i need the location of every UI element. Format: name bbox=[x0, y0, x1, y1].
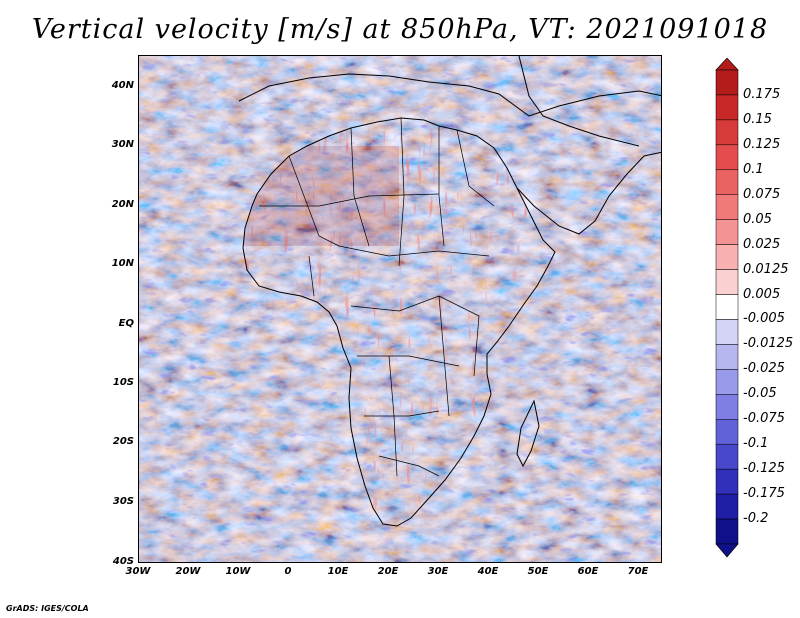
colorbar-swatch bbox=[715, 294, 739, 320]
colorbar-swatch bbox=[715, 244, 739, 270]
lon-tick-label: 40E bbox=[477, 566, 499, 577]
colorbar-swatch bbox=[715, 394, 739, 420]
lat-tick-label: 10S bbox=[112, 377, 134, 388]
map-frame bbox=[138, 55, 662, 563]
lat-tick-label: 40S bbox=[112, 556, 134, 567]
lon-tick-label: 60E bbox=[577, 566, 599, 577]
map-title: Vertical velocity [m/s] at 850hPa, VT: 2… bbox=[31, 14, 769, 45]
colorbar-overflow-arrow bbox=[715, 58, 739, 71]
colorbar-swatch bbox=[715, 344, 739, 370]
colorbar-swatch bbox=[715, 269, 739, 295]
lon-tick-label: 70E bbox=[627, 566, 649, 577]
colorbar-tick-label: -0.025 bbox=[743, 361, 785, 377]
lat-tick-label: 20S bbox=[112, 436, 134, 447]
colorbar-swatch bbox=[715, 144, 739, 171]
lon-tick-label: 0 bbox=[284, 566, 292, 577]
colorbar-tick-label: 0.175 bbox=[743, 86, 781, 102]
lat-tick-label: 10N bbox=[111, 258, 134, 269]
colorbar-tick-label: 0.05 bbox=[743, 211, 772, 227]
colorbar-swatch bbox=[715, 194, 739, 220]
lon-tick-label: 10W bbox=[225, 566, 251, 577]
colorbar-underflow-arrow bbox=[715, 543, 739, 558]
lon-tick-label: 30W bbox=[125, 566, 151, 577]
credit-text: GrADS: IGES/COLA bbox=[6, 604, 89, 613]
colorbar-swatch bbox=[715, 369, 739, 395]
colorbar-swatch bbox=[715, 94, 739, 121]
colorbar-swatch bbox=[715, 219, 739, 245]
colorbar-swatch bbox=[715, 443, 739, 470]
colorbar-swatch bbox=[715, 493, 739, 520]
colorbar-tick-label: -0.075 bbox=[743, 411, 785, 427]
lon-tick-label: 10E bbox=[327, 566, 349, 577]
colorbar-tick-label: -0.0125 bbox=[743, 336, 794, 352]
vertical-velocity-map bbox=[139, 56, 661, 562]
colorbar-tick-label: 0.025 bbox=[743, 236, 781, 252]
colorbar-tick-label: -0.2 bbox=[743, 511, 769, 527]
lat-tick-label: EQ bbox=[118, 318, 134, 329]
lon-tick-label: 50E bbox=[527, 566, 549, 577]
lat-tick-label: 40N bbox=[111, 80, 134, 91]
colorbar-tick-label: 0.125 bbox=[743, 136, 781, 152]
colorbar-swatch bbox=[715, 419, 739, 445]
colorbar-tick-label: -0.005 bbox=[743, 311, 785, 327]
lat-tick-label: 30N bbox=[111, 139, 134, 150]
colorbar-tick-label: -0.1 bbox=[743, 436, 769, 452]
lon-tick-label: 20E bbox=[377, 566, 399, 577]
colorbar-tick-label: 0.005 bbox=[743, 286, 781, 302]
colorbar-swatch bbox=[715, 518, 739, 545]
colorbar bbox=[715, 58, 739, 558]
lon-tick-label: 30E bbox=[427, 566, 449, 577]
lat-tick-label: 30S bbox=[112, 496, 134, 507]
colorbar-swatch bbox=[715, 169, 739, 195]
colorbar-tick-label: 0.075 bbox=[743, 186, 781, 202]
lat-tick-label: 20N bbox=[111, 199, 134, 210]
colorbar-tick-label: 0.15 bbox=[743, 111, 772, 127]
lon-tick-label: 20W bbox=[175, 566, 201, 577]
colorbar-tick-label: 0.0125 bbox=[743, 261, 789, 277]
colorbar-swatch bbox=[715, 69, 739, 96]
colorbar-tick-label: -0.05 bbox=[743, 386, 777, 402]
colorbar-tick-label: 0.1 bbox=[743, 161, 764, 177]
colorbar-swatch bbox=[715, 319, 739, 345]
colorbar-swatch bbox=[715, 119, 739, 146]
colorbar-swatch bbox=[715, 468, 739, 495]
colorbar-tick-label: -0.175 bbox=[743, 486, 785, 502]
colorbar-tick-label: -0.125 bbox=[743, 461, 785, 477]
